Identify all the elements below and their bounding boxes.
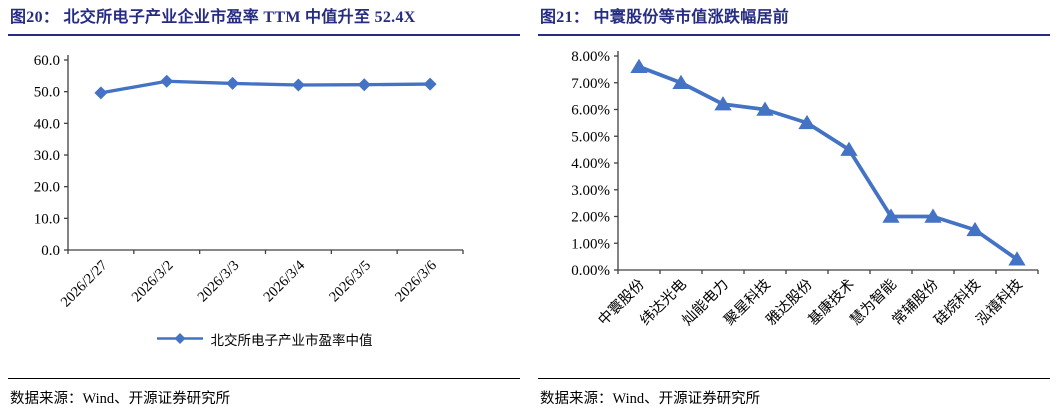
figure-21-source-note: 数据来源：Wind、开源证券研究所 [538, 378, 1050, 408]
data-point-marker [840, 141, 858, 156]
legend-line-diamond-icon [156, 333, 203, 345]
y-tick-label: 0.00% [571, 263, 610, 279]
y-tick-label: 20.0 [34, 179, 60, 195]
y-tick-label: 8.00% [571, 49, 610, 65]
y-tick-label: 60.0 [34, 53, 60, 69]
figure-21-chart-area: 0.00% 1.00% 2.00% 3.00% 4.00% 5.00% 6.00% 7.00%… [538, 44, 1050, 369]
figure-20-title: 图20： 北交所电子产业企业市盈率 TTM 中值升至 52.4X [8, 6, 520, 36]
data-point-marker [94, 86, 108, 100]
y-tick-label: 10.0 [34, 211, 60, 227]
source-text: 数据来源：Wind、开源证券研究所 [540, 391, 761, 407]
data-point-marker [798, 114, 816, 129]
y-tick-label: 5.00% [571, 129, 610, 145]
data-point-marker [160, 74, 174, 88]
y-tick-label: 0.0 [41, 243, 60, 259]
x-tick-label: 2026/3/3 [195, 257, 243, 305]
legend-label: 北交所电子产业市盈率中值 [210, 332, 373, 348]
y-tick-label: 50.0 [34, 84, 60, 100]
y-tick-label: 30.0 [34, 148, 60, 164]
x-tick-label: 2026/3/5 [326, 257, 374, 305]
x-axis [67, 249, 464, 254]
x-tick-label: 2026/3/4 [260, 257, 308, 305]
data-point-marker [357, 77, 371, 91]
x-tick-label: 2026/3/2 [129, 257, 177, 305]
y-axis: 0.0 10.0 20.0 30.0 40.0 50.0 60.0 [34, 53, 69, 259]
data-point-marker [630, 58, 648, 73]
x-tick-label: 泓禧科技 [973, 276, 1026, 329]
data-point-marker [291, 78, 305, 92]
x-axis [617, 269, 1039, 274]
legend-diamond-icon [174, 333, 185, 345]
source-text: 数据来源：Wind、开源证券研究所 [10, 391, 231, 407]
series-markers [630, 58, 1026, 266]
figure-21: 图21： 中寰股份等市值涨跌幅居前 0.00% 1.00% 2.00% 3.00% 4.… [530, 0, 1060, 414]
y-tick-label: 40.0 [34, 116, 60, 132]
y-axis: 0.00% 1.00% 2.00% 3.00% 4.00% 5.00% 6.00% 7.00%… [571, 49, 619, 279]
series-line [637, 64, 1019, 261]
y-tick-label: 1.00% [571, 236, 610, 252]
data-point-marker [714, 95, 732, 111]
figure-20-legend: 北交所电子产业市盈率中值 [8, 329, 520, 349]
data-point-marker [226, 76, 240, 90]
x-tick-label: 2026/3/6 [392, 257, 440, 305]
data-point-marker [924, 208, 942, 223]
y-tick-label: 2.00% [571, 209, 610, 225]
x-tick-labels: 2026/2/27 2026/3/2 2026/3/3 2026/3/4 2026/3/… [58, 257, 440, 310]
figure-20: 图20： 北交所电子产业企业市盈率 TTM 中值升至 52.4X 0.0 10.0… [8, 6, 520, 408]
data-point-marker [672, 74, 690, 89]
data-point-marker [966, 221, 984, 236]
series-line [99, 79, 432, 95]
data-point-marker [756, 101, 774, 116]
series-markers [94, 74, 437, 100]
y-tick-label: 4.00% [571, 156, 610, 172]
x-tick-label: 2026/2/27 [58, 257, 111, 310]
data-point-marker [882, 208, 900, 223]
figure-20-chart-area: 0.0 10.0 20.0 30.0 40.0 50.0 60.0 2026/2/27 2026… [8, 44, 520, 345]
data-point-marker [1008, 251, 1026, 266]
market-cap-change-line-chart: 0.00% 1.00% 2.00% 3.00% 4.00% 5.00% 6.00% 7.00%… [571, 49, 1039, 329]
y-tick-label: 3.00% [571, 183, 610, 199]
figure-20-source-note: 数据来源：Wind、开源证券研究所 [8, 378, 520, 408]
y-tick-label: 6.00% [571, 102, 610, 118]
y-tick-label: 7.00% [571, 76, 610, 92]
figure-21-title: 图21： 中寰股份等市值涨跌幅居前 [538, 6, 1050, 36]
data-point-marker [423, 77, 437, 91]
